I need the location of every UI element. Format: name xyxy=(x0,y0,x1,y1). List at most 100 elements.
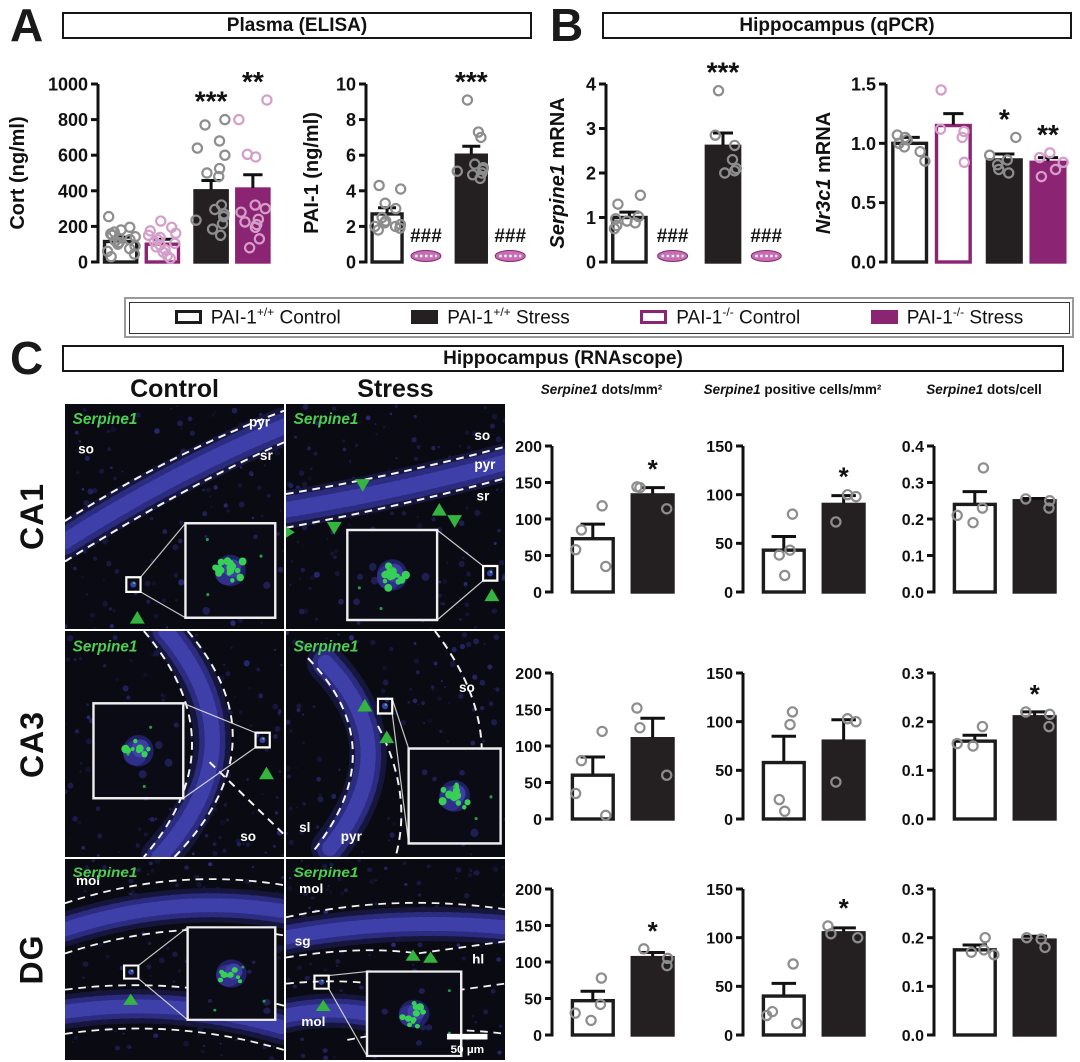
y-tick-label: 0 xyxy=(586,252,596,272)
data-point xyxy=(1033,151,1046,164)
bar xyxy=(1012,498,1057,594)
y-tick-label: 100 xyxy=(515,511,542,528)
gene-label: Serpine1 xyxy=(294,866,359,881)
y-tick-label: 3 xyxy=(586,119,596,139)
mrna-dot xyxy=(226,570,232,576)
data-point xyxy=(253,233,266,245)
data-point xyxy=(637,942,649,955)
data-point xyxy=(958,125,970,138)
layer-boundary-line xyxy=(65,928,284,955)
bar xyxy=(1012,715,1057,821)
legend-item: PAI-1-/- Control xyxy=(640,305,800,329)
bar xyxy=(934,123,972,264)
data-point xyxy=(1010,131,1022,144)
region-label: sg xyxy=(295,934,311,948)
bar xyxy=(821,739,866,821)
data-point xyxy=(1043,501,1055,514)
data-point xyxy=(991,158,1004,171)
data-point xyxy=(611,219,623,232)
chart-dg-dots: 0 50 100 150 200 * xyxy=(506,858,697,1061)
row-label-text: CA3 xyxy=(13,710,50,778)
data-point xyxy=(660,502,672,514)
data-point xyxy=(394,183,407,195)
mrna-dot xyxy=(219,969,225,975)
legend-items: PAI-1+/+ Control PAI-1+/+ Stress PAI-1-/- … xyxy=(128,301,1070,334)
region-label: mol xyxy=(301,1014,325,1028)
data-point xyxy=(1043,720,1055,733)
region-label: pyr xyxy=(341,829,363,844)
y-tick-label: 50 xyxy=(715,763,733,780)
arrowhead-marker xyxy=(484,588,500,602)
y-tick-label: 400 xyxy=(58,181,88,201)
y-tick-label: 0.0 xyxy=(851,252,876,272)
mrna-dot xyxy=(217,977,224,983)
data-point xyxy=(965,946,978,958)
y-tick-label: 0.0 xyxy=(902,584,924,601)
y-tick-label: 0 xyxy=(78,252,88,272)
data-point xyxy=(783,718,796,731)
arrowhead-marker xyxy=(447,515,463,528)
y-axis-label: Cort (ng/ml) xyxy=(7,116,29,229)
y-tick-label: 0.4 xyxy=(902,438,924,455)
mrna-dot xyxy=(141,750,148,758)
region-label: so xyxy=(459,680,475,695)
microscopy-ca1-control: so pyr sr Serpine1 xyxy=(64,403,285,630)
data-point xyxy=(976,501,989,514)
data-point xyxy=(728,139,741,152)
mrna-dot xyxy=(230,578,235,583)
chart-title-rest: dots/mm² xyxy=(597,382,663,397)
data-point xyxy=(851,931,863,943)
panel-b: B Hippocampus (qPCR) 0 1 2 3 4 Serpine1 mRNA #… xyxy=(540,0,1080,295)
arrowhead-marker xyxy=(405,949,421,961)
data-point xyxy=(1057,156,1069,169)
layer-boundary-line xyxy=(434,631,483,804)
data-point xyxy=(730,162,743,175)
data-point xyxy=(1044,708,1056,721)
data-point xyxy=(967,516,979,528)
chart-title-dots-cell: Serpine1 dots/cell xyxy=(888,375,1080,403)
y-tick-label: 150 xyxy=(706,666,733,683)
microscopy-dg-control: mol Serpine1 xyxy=(64,858,285,1061)
data-point xyxy=(786,507,798,520)
y-tick-label: 100 xyxy=(706,930,733,947)
bar xyxy=(193,189,229,264)
chart-ca1-dots: 0 50 100 150 200 * xyxy=(506,403,697,630)
data-point xyxy=(394,218,407,231)
y-tick-label: 150 xyxy=(706,438,733,455)
chart-dg-cells: 0 50 100 150 * xyxy=(697,858,888,1061)
data-point xyxy=(575,754,587,767)
data-point xyxy=(239,216,251,228)
y-tick-label: 0 xyxy=(724,1027,733,1044)
mrna-dot xyxy=(382,578,388,584)
data-point xyxy=(241,148,254,161)
panel-c-grid: Control Stress Serpine1 dots/mm² Serpine… xyxy=(0,375,1080,1061)
data-point xyxy=(152,234,164,246)
data-point xyxy=(612,198,624,210)
significance-label: ### xyxy=(410,226,442,247)
y-tick-label: 0.2 xyxy=(902,714,924,731)
data-point xyxy=(935,84,947,96)
panel-b-title: Hippocampus (qPCR) xyxy=(602,11,1072,39)
layer-boundary-line xyxy=(208,761,284,836)
data-point xyxy=(726,153,739,166)
data-point xyxy=(594,998,606,1010)
y-tick-label: 1.0 xyxy=(851,134,876,154)
region-label: so xyxy=(240,829,256,844)
y-tick-label: 0.2 xyxy=(902,511,924,528)
y-tick-label: 1.5 xyxy=(851,74,876,94)
data-point xyxy=(201,167,213,179)
data-point xyxy=(213,162,226,175)
chart-pai1: 0 2 4 6 8 10 PAI-1 (ng/ml) ### *** ### xyxy=(298,50,538,295)
panel-c-title: Hippocampus (RNAscope) xyxy=(62,344,1064,372)
data-point xyxy=(215,199,228,211)
significance-label: ### xyxy=(750,226,782,247)
roi-box xyxy=(376,697,394,715)
data-point xyxy=(595,725,608,738)
data-point xyxy=(634,189,647,201)
y-tick-label: 200 xyxy=(515,666,542,683)
region-label: mol xyxy=(299,882,323,896)
data-point xyxy=(901,134,913,146)
data-point xyxy=(250,218,263,231)
mrna-dot xyxy=(399,1014,406,1021)
mrna-dot xyxy=(237,979,243,984)
